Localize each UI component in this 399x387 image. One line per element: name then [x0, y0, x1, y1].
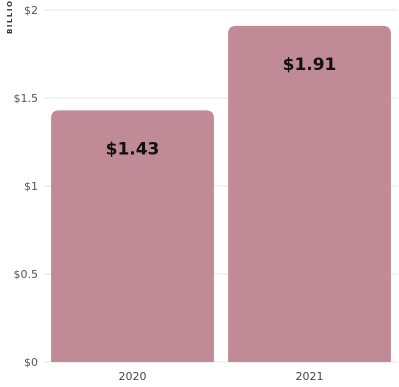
- bars: $1.43 $1.91: [51, 25, 391, 363]
- y-tick-label: $2: [24, 4, 38, 17]
- data-label: $1.43: [106, 139, 160, 159]
- x-axis-category-labels: 2020 2021: [119, 370, 324, 383]
- y-tick-label: $0: [24, 356, 38, 369]
- bar-2021: [228, 25, 391, 363]
- y-tick-label: $1.5: [14, 92, 39, 105]
- x-category-label: 2021: [296, 370, 324, 383]
- y-axis-unit-label: BILLION: [6, 0, 14, 34]
- y-tick-label: $1: [24, 180, 38, 193]
- y-tick-label: $0.5: [14, 268, 39, 281]
- y-axis-tick-labels: $0 $0.5 $1 $1.5 $2: [14, 4, 39, 369]
- bar-2020: [51, 110, 214, 362]
- data-label: $1.91: [283, 55, 337, 75]
- x-category-label: 2020: [119, 370, 147, 383]
